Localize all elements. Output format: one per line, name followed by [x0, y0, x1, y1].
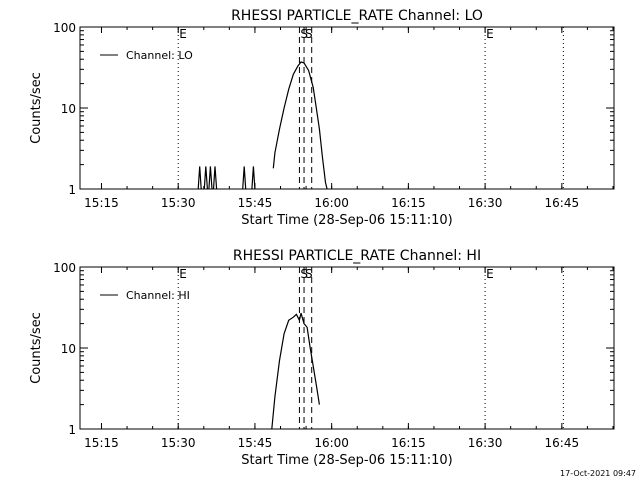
panel-2-marker-label-1: S — [300, 267, 308, 281]
panel-1-x-tick-label-4: 16:15 — [391, 196, 426, 210]
footer-timestamp: 17-Oct-2021 09:47 — [560, 469, 636, 478]
panel-1-series-line-segment-2 — [208, 166, 213, 190]
panel-1-series-line-segment-5 — [251, 166, 256, 190]
panel-1-chart-title: RHESSI PARTICLE_RATE Channel: LO — [231, 8, 483, 24]
panel-2-series-line-segment-0 — [271, 312, 320, 430]
panel-2-x-tick-label-6: 16:45 — [545, 436, 580, 450]
panel-2-chart-title: RHESSI PARTICLE_RATE Channel: HI — [233, 248, 481, 264]
panel-1-series-line-segment-0 — [197, 166, 202, 190]
panel-1-x-tick-label-6: 16:45 — [545, 196, 580, 210]
panel-1-x-tick-label-0: 15:15 — [84, 196, 119, 210]
panel-2-x-tick-label-0: 15:15 — [84, 436, 119, 450]
panel-1-x-tick-label-2: 15:45 — [238, 196, 273, 210]
panel-1-series-line-segment-3 — [212, 166, 218, 190]
panel-2-x-tick-label-3: 16:00 — [314, 436, 349, 450]
panel-1-y-tick-label-2: 100 — [53, 21, 76, 35]
panel-1-y-tick-label-0: 1 — [68, 183, 76, 197]
panel-1-marker-label-0: E — [179, 27, 187, 41]
panel-1-marker-label-4: E — [486, 27, 494, 41]
panel-1-marker-label-1: S — [300, 27, 308, 41]
panel-2-y-tick-label-2: 100 — [53, 261, 76, 275]
panel-2-x-tick-label-1: 15:30 — [161, 436, 196, 450]
panel-1-legend-entry: Channel: LO — [126, 49, 193, 62]
panel-2-y-axis-label: Counts/sec — [29, 312, 44, 384]
panel-1-x-axis-label: Start Time (28-Sep-06 15:11:10) — [241, 213, 452, 228]
panel-2-x-tick-label-5: 16:30 — [468, 436, 503, 450]
panel-2-marker-label-2: S — [305, 267, 313, 281]
panel-2-y-tick-label-1: 10 — [61, 342, 76, 356]
panel-2-x-tick-label-2: 15:45 — [238, 436, 273, 450]
panel-1-series-line-segment-4 — [242, 166, 247, 190]
panel-1-y-tick-label-1: 10 — [61, 102, 76, 116]
panel-2-marker-label-4: E — [486, 267, 494, 281]
panel-1-marker-label-2: S — [305, 27, 313, 41]
panel-2-marker-label-0: E — [179, 267, 187, 281]
panel-1-series-line-segment-6 — [272, 61, 328, 190]
panel-1-series-line-segment-1 — [203, 166, 208, 190]
panel-2-x-tick-label-4: 16:15 — [391, 436, 426, 450]
panel-1-x-tick-label-3: 16:00 — [314, 196, 349, 210]
panel-2-y-tick-label-0: 1 — [68, 423, 76, 437]
panel-1-x-tick-label-1: 15:30 — [161, 196, 196, 210]
panel-2-x-axis-label: Start Time (28-Sep-06 15:11:10) — [241, 453, 452, 468]
panel-1-x-tick-label-5: 16:30 — [468, 196, 503, 210]
panel-1-y-axis-label: Counts/sec — [29, 72, 44, 144]
panel-2-legend-entry: Channel: HI — [126, 289, 190, 302]
